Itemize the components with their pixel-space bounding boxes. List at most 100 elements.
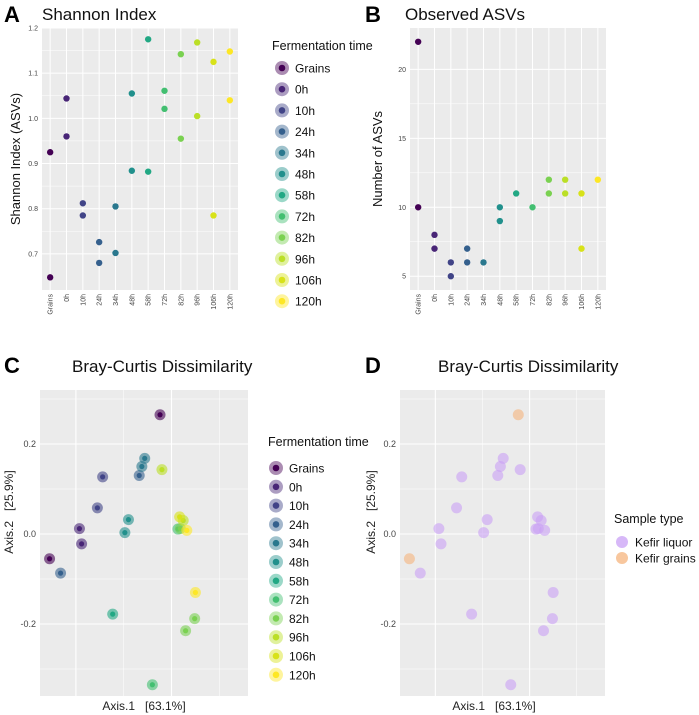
panel-c-y-ticks: -0.2 0.0 0.2 xyxy=(20,439,36,629)
panel-b-plot-area xyxy=(410,28,606,290)
x-tick-label-82h: 82h xyxy=(178,294,185,306)
legend-label-0h: 0h xyxy=(295,83,308,97)
legend-label-106h: 106h xyxy=(289,650,316,664)
point-0h xyxy=(431,231,438,239)
legend-key-core-48h xyxy=(278,170,286,178)
legend-title: Fermentation time xyxy=(268,435,369,449)
legend-key-core-82h xyxy=(278,234,286,241)
point-core-0h xyxy=(79,541,85,547)
legend-key-core-82h xyxy=(272,615,280,622)
x-tick-label-82h: 82h xyxy=(546,294,553,306)
legend-key-kefir-liquor xyxy=(616,536,628,548)
x-tick-label-96h: 96h xyxy=(195,294,202,306)
legend-label-120h: 120h xyxy=(289,668,316,682)
legend-key-core-24h xyxy=(272,521,280,528)
point-kefir-liquor xyxy=(456,471,468,483)
point-58h xyxy=(144,168,152,175)
point-kefir-grains xyxy=(512,409,524,421)
point-120h xyxy=(226,97,234,104)
point-48h xyxy=(128,167,136,174)
panel-b: B Observed ASVs 5 10 15 20 Grains 0h 10h 24h 34… xyxy=(365,2,606,315)
y-tick-label: 5 xyxy=(402,274,406,281)
legend-label-10h: 10h xyxy=(289,499,309,513)
point-core-96h xyxy=(159,467,165,473)
point-34h xyxy=(480,259,487,266)
panel-b-x-ticks: Grains 0h 10h 24h 34h 48h 58h 72h 82h 96h 106h 120h xyxy=(416,294,603,315)
point-kefir-liquor xyxy=(514,464,526,476)
x-tick-label-58h: 58h xyxy=(514,294,521,306)
point-core-34h xyxy=(139,463,145,470)
panel-d-plot-area xyxy=(400,390,605,696)
x-tick-label-24h: 24h xyxy=(465,294,472,306)
x-tick-label-34h: 34h xyxy=(113,294,120,306)
panel-a-y-ticks: 0.7 0.8 0.9 1.0 1.1 1.2 xyxy=(28,26,38,259)
panel-letter-a: A xyxy=(4,2,20,27)
point-106h xyxy=(210,58,217,66)
legend-key-core-96h xyxy=(272,633,280,641)
legend-key-core-grains xyxy=(278,64,286,72)
panel-a-x-ticks: Grains 0h 10h 24h 34h 48h 58h 72h 82h 96h 106h 120h xyxy=(48,294,235,315)
legend-key-core-72h xyxy=(278,213,286,220)
x-tick-label-72h: 72h xyxy=(530,294,537,306)
point-core-10h xyxy=(100,474,106,480)
point-58h xyxy=(512,190,520,197)
panel-b-title: Observed ASVs xyxy=(405,5,525,24)
point-72h xyxy=(529,204,536,211)
point-kefir-liquor xyxy=(538,625,549,637)
panel-d: D Bray-Curtis Dissimilarity -0.2 0.0 0.2 A… xyxy=(364,353,619,713)
point-48h xyxy=(496,204,504,211)
point-kefir-liquor xyxy=(435,538,447,550)
point-96h xyxy=(561,176,569,183)
point-kefir-liquor xyxy=(414,567,426,579)
point-core-106h xyxy=(177,514,183,520)
panel-c: C Bray-Curtis Dissimilarity -0.2 0.0 0.2 A… xyxy=(2,353,253,713)
point-120h xyxy=(594,176,602,183)
y-tick-label: 1.0 xyxy=(28,116,38,123)
legend-key-core-10h xyxy=(278,107,286,114)
panel-letter-d: D xyxy=(365,353,381,378)
panel-b-y-axis-label: Number of ASVs xyxy=(370,110,385,207)
legend-key-kefir-grains xyxy=(616,552,628,564)
x-tick-label-0h: 0h xyxy=(432,294,439,302)
y-tick-label: 1.2 xyxy=(28,26,38,33)
legend-key-core-106h xyxy=(272,652,280,660)
legend-key-core-10h xyxy=(272,502,280,509)
point-24h xyxy=(95,238,103,246)
point-core-82h xyxy=(192,616,198,622)
point-96h xyxy=(193,39,201,46)
point-core-24h xyxy=(136,472,142,479)
point-24h xyxy=(463,259,471,266)
point-kefir-liquor xyxy=(547,587,559,598)
legend-key-core-120h xyxy=(272,671,280,679)
panel-c-x-axis-label: Axis.1 [63.1%] xyxy=(102,699,185,713)
point-82h xyxy=(177,135,185,142)
point-82h xyxy=(545,190,553,197)
y-tick-label: 15 xyxy=(398,136,406,143)
point-0h xyxy=(63,95,70,102)
legend-title: Fermentation time xyxy=(272,39,373,53)
legend-label-24h: 24h xyxy=(295,125,315,139)
x-tick-label-grains: Grains xyxy=(48,294,55,315)
panel-c-title: Bray-Curtis Dissimilarity xyxy=(72,357,253,376)
panel-a-points xyxy=(46,36,234,281)
point-core-58h xyxy=(110,611,116,617)
legend-label-0h: 0h xyxy=(289,480,302,494)
point-120h xyxy=(226,48,234,55)
point-kefir-liquor xyxy=(494,461,506,472)
legend-key-core-58h xyxy=(272,577,280,585)
legend-label-96h: 96h xyxy=(289,631,309,645)
point-core-24h xyxy=(57,570,64,576)
point-34h xyxy=(112,249,119,257)
y-tick-label: 0.7 xyxy=(28,251,38,258)
x-tick-label-120h: 120h xyxy=(227,294,234,310)
legend-key-core-96h xyxy=(278,255,286,263)
point-core-82h xyxy=(183,628,189,634)
x-tick-label-72h: 72h xyxy=(162,294,169,306)
point-10h xyxy=(447,259,455,266)
legend-key-core-106h xyxy=(278,276,286,284)
point-10h xyxy=(447,273,455,280)
x-tick-label-120h: 120h xyxy=(595,294,602,310)
x-tick-label-106h: 106h xyxy=(579,294,586,310)
x-tick-label-10h: 10h xyxy=(448,294,455,306)
legend-fermentation-time-bottom: Fermentation time Grains 0h 10h 24h 34h 48h 58… xyxy=(268,435,369,682)
